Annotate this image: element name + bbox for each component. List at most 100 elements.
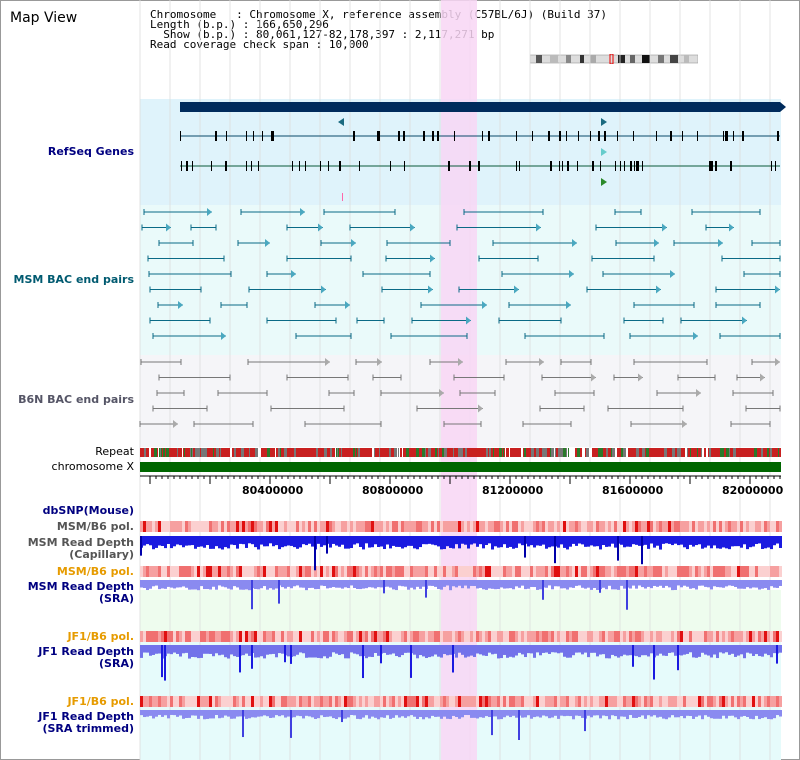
- depth-bar: [182, 710, 185, 719]
- ruler-tick-label: 80400000: [242, 484, 304, 497]
- label-jf1-pol-1[interactable]: JF1/B6 pol.: [67, 630, 134, 643]
- label-refseq[interactable]: RefSeq Genes: [47, 145, 134, 158]
- pol-cell: [749, 696, 752, 707]
- depth-bar: [671, 710, 674, 716]
- pol-cell: [248, 696, 251, 707]
- label-msm-bac[interactable]: MSM BAC end pairs: [13, 273, 134, 286]
- pol-cell: [368, 696, 371, 707]
- pol-cell: [677, 566, 680, 577]
- pol-cell: [746, 631, 749, 642]
- depth-bar: [374, 536, 377, 545]
- pol-cell: [770, 566, 773, 577]
- pol-cell: [704, 631, 707, 642]
- label-jf1-depth-sra[interactable]: JF1 Read Depth (SRA): [38, 646, 134, 670]
- pol-cell: [200, 631, 203, 642]
- depth-bar: [386, 580, 389, 587]
- bac-arrow: [458, 358, 463, 366]
- depth-bar: [503, 645, 506, 655]
- pol-cell: [689, 566, 692, 577]
- depth-bar: [299, 536, 302, 548]
- depth-bar: [569, 710, 572, 717]
- depth-bar: [467, 710, 470, 716]
- depth-bar: [296, 645, 299, 655]
- pol-cell: [182, 631, 185, 642]
- label-jf1-pol-2[interactable]: JF1/B6 pol.: [67, 695, 134, 708]
- pol-cell: [161, 521, 164, 532]
- depth-bar: [140, 645, 143, 658]
- pol-cell: [473, 696, 476, 707]
- pol-cell: [650, 696, 653, 707]
- exon: [777, 131, 779, 141]
- exon: [305, 161, 306, 171]
- exon: [246, 131, 247, 141]
- depth-bar: [665, 580, 668, 586]
- pol-cell: [506, 566, 509, 577]
- pol-cell: [728, 696, 731, 707]
- depth-spike: [653, 645, 655, 680]
- label-msm-pol-2[interactable]: MSM/B6 pol.: [56, 565, 134, 578]
- label-msm-depth-sra[interactable]: MSM Read Depth (SRA): [28, 581, 134, 605]
- depth-bar: [575, 645, 578, 653]
- pol-cell: [344, 566, 347, 577]
- depth-bar: [602, 580, 605, 588]
- depth-bar: [722, 645, 725, 654]
- depth-bar: [488, 645, 491, 653]
- depth-bar: [614, 645, 617, 657]
- depth-bar: [368, 710, 371, 719]
- label-jf1-depth-trim[interactable]: JF1 Read Depth (SRA trimmed): [38, 711, 134, 735]
- pol-cell: [269, 696, 272, 707]
- chromosome-ideogram[interactable]: [530, 54, 698, 64]
- depth-bar: [314, 710, 317, 719]
- depth-bar: [371, 580, 374, 588]
- depth-bar: [326, 645, 329, 659]
- depth-bar: [689, 710, 692, 717]
- pol-cell: [269, 631, 272, 642]
- repeat-segment: [425, 448, 426, 457]
- pol-cell: [497, 631, 500, 642]
- depth-bar: [191, 536, 194, 546]
- pol-cell: [689, 696, 692, 707]
- ruler-tick-label: 81200000: [482, 484, 544, 497]
- pol-cell: [275, 631, 278, 642]
- label-msm-pol-1[interactable]: MSM/B6 pol.: [56, 520, 134, 533]
- label-b6n-bac[interactable]: B6N BAC end pairs: [18, 393, 134, 406]
- pol-cell: [581, 696, 584, 707]
- depth-bar: [452, 710, 455, 716]
- depth-bar: [359, 645, 362, 657]
- pol-cell: [224, 696, 227, 707]
- depth-bar: [347, 536, 350, 549]
- label-msm-depth-cap[interactable]: MSM Read Depth (Capillary): [28, 537, 134, 561]
- depth-bar: [752, 710, 755, 720]
- depth-bar: [335, 710, 338, 720]
- pol-cell: [602, 521, 605, 532]
- depth-bar: [203, 580, 206, 590]
- depth-bar: [500, 580, 503, 588]
- depth-bar: [374, 710, 377, 718]
- pol-cell: [269, 521, 272, 532]
- depth-bar: [215, 536, 218, 547]
- pol-cell: [665, 631, 668, 642]
- pol-cell: [197, 521, 200, 532]
- label-dbsnp[interactable]: dbSNP(Mouse): [42, 504, 134, 517]
- depth-bar: [593, 645, 596, 653]
- depth-bar: [179, 645, 182, 657]
- depth-bar: [347, 710, 350, 718]
- depth-bar: [152, 645, 155, 655]
- depth-bar: [638, 580, 641, 586]
- repeat-segment: [198, 448, 200, 457]
- repeat-segment: [154, 448, 157, 457]
- exon: [390, 161, 391, 171]
- pol-cell: [548, 631, 551, 642]
- depth-bar: [476, 536, 479, 547]
- depth-bar: [635, 710, 638, 718]
- pol-cell: [755, 631, 758, 642]
- pol-cell: [239, 631, 242, 642]
- pol-cell: [569, 521, 572, 532]
- exon: [437, 131, 439, 141]
- depth-bar: [653, 536, 656, 548]
- pol-cell: [740, 566, 743, 577]
- depth-bar: [590, 710, 593, 718]
- label-repeat[interactable]: Repeat: [95, 445, 134, 458]
- pol-cell: [347, 696, 350, 707]
